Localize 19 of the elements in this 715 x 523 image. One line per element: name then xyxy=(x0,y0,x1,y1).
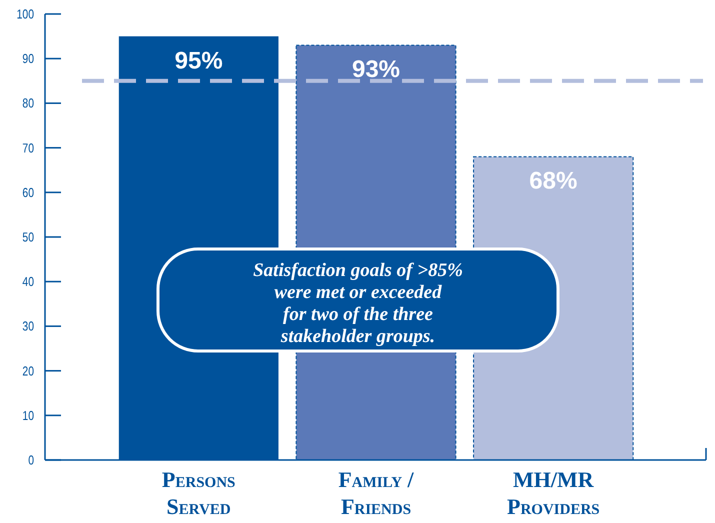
x-tick-label: MH/MR Providers xyxy=(507,467,600,519)
y-tick-label: 80 xyxy=(22,96,34,112)
y-tick-label: 70 xyxy=(22,141,34,156)
y-tick-label: 90 xyxy=(22,52,34,66)
y-tick-label: 10 xyxy=(22,408,34,424)
y-tick-label: 30 xyxy=(22,320,34,334)
x-tick-label: Family / Friends xyxy=(338,467,415,519)
y-tick-label: 100 xyxy=(16,8,34,22)
callout-box: Satisfaction goals of >85% were met or exceeded for two of the three stakeholder groups. xyxy=(156,248,560,352)
data-label: 95% xyxy=(174,47,223,74)
annotation: Satisfaction goals of >85% were met or exceeded for two of the three stakeholder groups. xyxy=(253,260,463,347)
y-tick-label: 60 xyxy=(22,186,34,200)
y-tick-label: 20 xyxy=(22,364,34,379)
y-tick-label: 0 xyxy=(28,454,34,468)
x-tick-label: Persons Served xyxy=(162,467,236,519)
data-label: 68% xyxy=(529,168,578,195)
data-label: 93% xyxy=(352,56,400,84)
y-tick-label: 40 xyxy=(22,275,34,290)
y-tick-label: 50 xyxy=(22,230,34,245)
